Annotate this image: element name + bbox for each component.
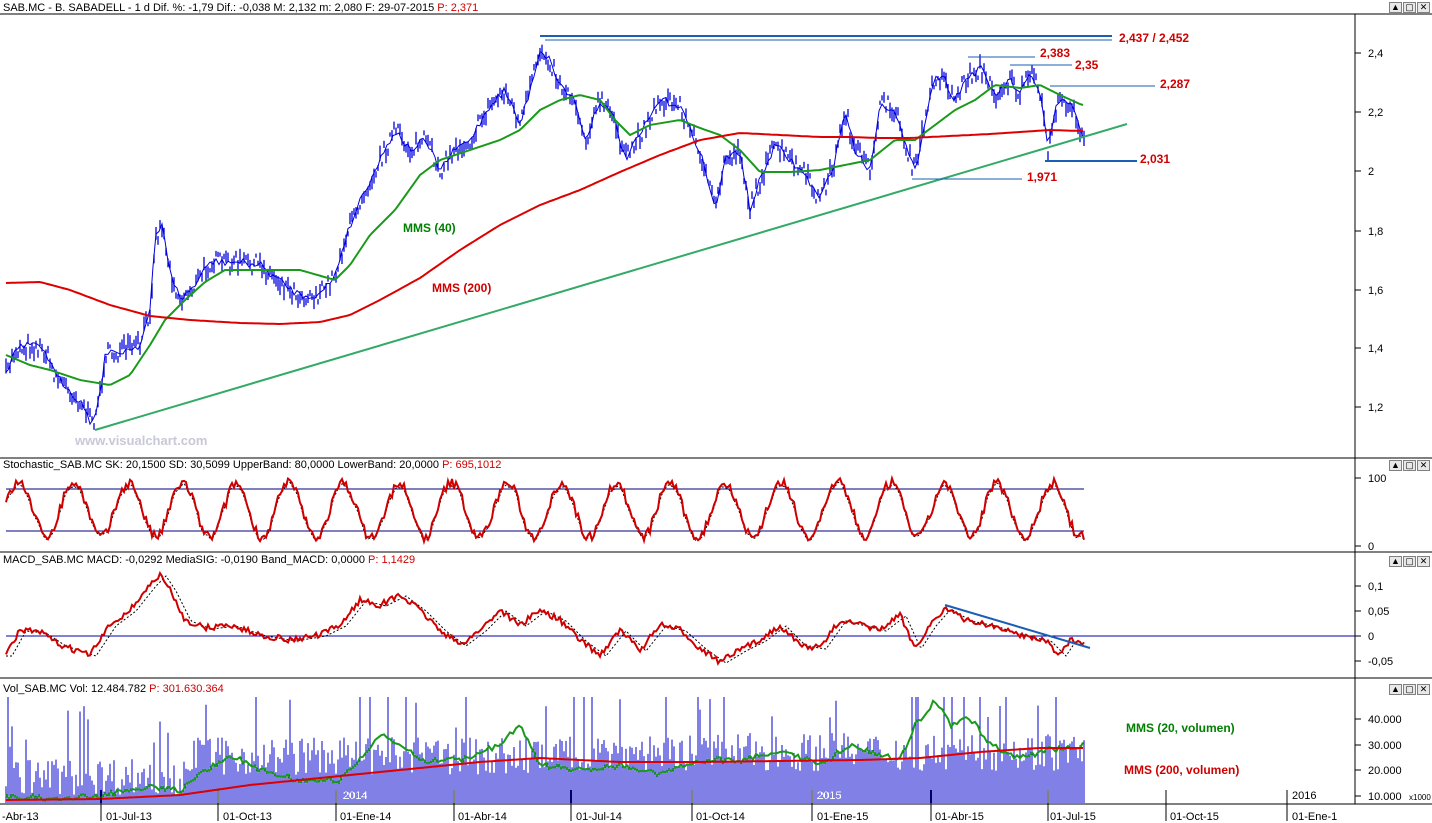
x-tick-label: -Abr-13: [2, 811, 39, 823]
y-tick-label: 0: [1368, 541, 1374, 553]
close-button[interactable]: ✕: [1417, 2, 1430, 13]
stochastic-window-controls: ▲ ▢ ✕: [1389, 460, 1430, 471]
price-header: SAB.MC - B. SABADELL - 1 d Dif. %: -1,79…: [3, 2, 478, 14]
mms200-label: MMS (200): [432, 281, 491, 295]
y-tick-label: 30.000: [1368, 740, 1402, 752]
stochastic-header-text: Stochastic_SAB.MC SK: 20,1500 SD: 30,509…: [3, 459, 443, 471]
maximize-button[interactable]: ▢: [1403, 556, 1416, 567]
x-tick-label: 01-Oct-14: [696, 811, 745, 823]
y-tick-label: 1,4: [1368, 343, 1383, 355]
y-tick-label: 1,8: [1368, 226, 1383, 238]
stochastic-plot: [5, 474, 1085, 546]
volume-header: Vol_SAB.MC Vol: 12.484.782 P: 301.630.36…: [3, 683, 224, 695]
maximize-button[interactable]: ▢: [1403, 460, 1416, 471]
macd-header-text: MACD_SAB.MC MACD: -0,0292 MediaSIG: -0,0…: [3, 554, 368, 566]
vol-mms20-label: MMS (20, volumen): [1126, 721, 1235, 735]
y-tick-label: 2,2: [1368, 107, 1383, 119]
level-2031-label: 2,031: [1140, 152, 1170, 166]
year-label: 2016: [1292, 790, 1316, 802]
stochastic-header: Stochastic_SAB.MC SK: 20,1500 SD: 30,509…: [3, 459, 501, 471]
y-tick-label: 2,4: [1368, 48, 1383, 60]
x-tick-label: 01-Abr-14: [458, 811, 507, 823]
x-tick-label: 01-Jul-13: [106, 811, 152, 823]
collapse-button[interactable]: ▲: [1389, 684, 1402, 695]
y-tick-label: 1,2: [1368, 402, 1383, 414]
resistance-label: 2,437 / 2,452: [1119, 31, 1189, 45]
watermark: www.visualchart.com: [74, 433, 207, 448]
price-header-text: SAB.MC - B. SABADELL - 1 d Dif. %: -1,79…: [3, 2, 438, 14]
vol-mms200-line: [6, 747, 1083, 801]
y-tick-label: 1,6: [1368, 285, 1383, 297]
y-tick-label: 0,1: [1368, 581, 1383, 593]
x-tick-label: 01-Ene-14: [340, 811, 391, 823]
y-tick-label: 20.000: [1368, 765, 1402, 777]
maximize-button[interactable]: ▢: [1403, 2, 1416, 13]
year-label: 2015: [817, 790, 841, 802]
mms40-line: [5, 84, 1084, 386]
x-tick-label: 01-Jul-14: [576, 811, 622, 823]
year-label: 2014: [343, 790, 367, 802]
x-tick-label: 01-Oct-15: [1170, 811, 1219, 823]
volume-unit-label: x1000: [1409, 793, 1431, 802]
mms200-line: [5, 128, 1084, 326]
macd-panel: MACD_SAB.MC MACD: -0,0292 MediaSIG: -0,0…: [0, 552, 1432, 678]
level-2383-label: 2,383: [1040, 46, 1070, 60]
level-1971-label: 1,971: [1027, 170, 1057, 184]
price-header-p: P: 2,371: [437, 2, 479, 14]
macd-signal-line: [6, 575, 1085, 664]
y-tick-label: -0,05: [1368, 656, 1393, 668]
macd-header-p: P: 1,1429: [368, 554, 416, 566]
x-tick-label: 01-Ene-15: [817, 811, 868, 823]
close-button[interactable]: ✕: [1417, 684, 1430, 695]
y-tick-label: 40.000: [1368, 714, 1402, 726]
volume-panel: Vol_SAB.MC Vol: 12.484.782 P: 301.630.36…: [0, 678, 1432, 804]
collapse-button[interactable]: ▲: [1389, 460, 1402, 471]
macd-line: [5, 570, 1085, 666]
level-235-label: 2,35: [1075, 58, 1099, 72]
y-tick-label: 2: [1368, 166, 1374, 178]
y-tick-label: 10.000: [1368, 791, 1402, 803]
stochastic-header-p: P: 695,1012: [442, 459, 502, 471]
macd-header: MACD_SAB.MC MACD: -0,0292 MediaSIG: -0,0…: [3, 554, 415, 566]
vol-mms20-line: [5, 699, 1084, 802]
x-tick-label: 01-Ene-1: [1292, 811, 1337, 823]
axes: 2,4 2,2 2 1,8 1,6 1,4 1,2 100 0 0,1 0,05 0 -0,05 40.0…: [2, 48, 1431, 823]
close-button[interactable]: ✕: [1417, 556, 1430, 567]
mms40-label: MMS (40): [403, 221, 456, 235]
x-tick-label: 01-Oct-13: [223, 811, 272, 823]
volume-window-controls: ▲ ▢ ✕: [1389, 684, 1430, 695]
trendline: [94, 123, 1128, 431]
macd-plot: [5, 570, 1355, 666]
maximize-button[interactable]: ▢: [1403, 684, 1416, 695]
level-2287-label: 2,287: [1160, 77, 1190, 91]
collapse-button[interactable]: ▲: [1389, 2, 1402, 13]
x-tick-label: 01-Abr-15: [935, 811, 984, 823]
y-tick-label: 0,05: [1368, 606, 1389, 618]
close-button[interactable]: ✕: [1417, 460, 1430, 471]
x-tick-label: 01-Jul-15: [1050, 811, 1096, 823]
collapse-button[interactable]: ▲: [1389, 556, 1402, 567]
volume-plot: [5, 697, 1085, 803]
stoch-sk-line: [5, 474, 1085, 546]
stochastic-panel: Stochastic_SAB.MC SK: 20,1500 SD: 30,509…: [0, 458, 1432, 552]
macd-trendline: [944, 604, 1091, 649]
y-tick-label: 0: [1368, 631, 1374, 643]
price-panel: SAB.MC - B. SABADELL - 1 d Dif. %: -1,79…: [3, 2, 1430, 14]
price-plot: [5, 35, 1155, 431]
vol-mms200-label: MMS (200, volumen): [1124, 763, 1239, 777]
volume-header-text: Vol_SAB.MC Vol: 12.484.782: [3, 683, 150, 695]
macd-window-controls: ▲ ▢ ✕: [1389, 556, 1430, 567]
price-window-controls: ▲ ▢ ✕: [1389, 2, 1430, 13]
y-tick-label: 100: [1368, 473, 1386, 485]
volume-header-p: P: 301.630.364: [149, 683, 224, 695]
